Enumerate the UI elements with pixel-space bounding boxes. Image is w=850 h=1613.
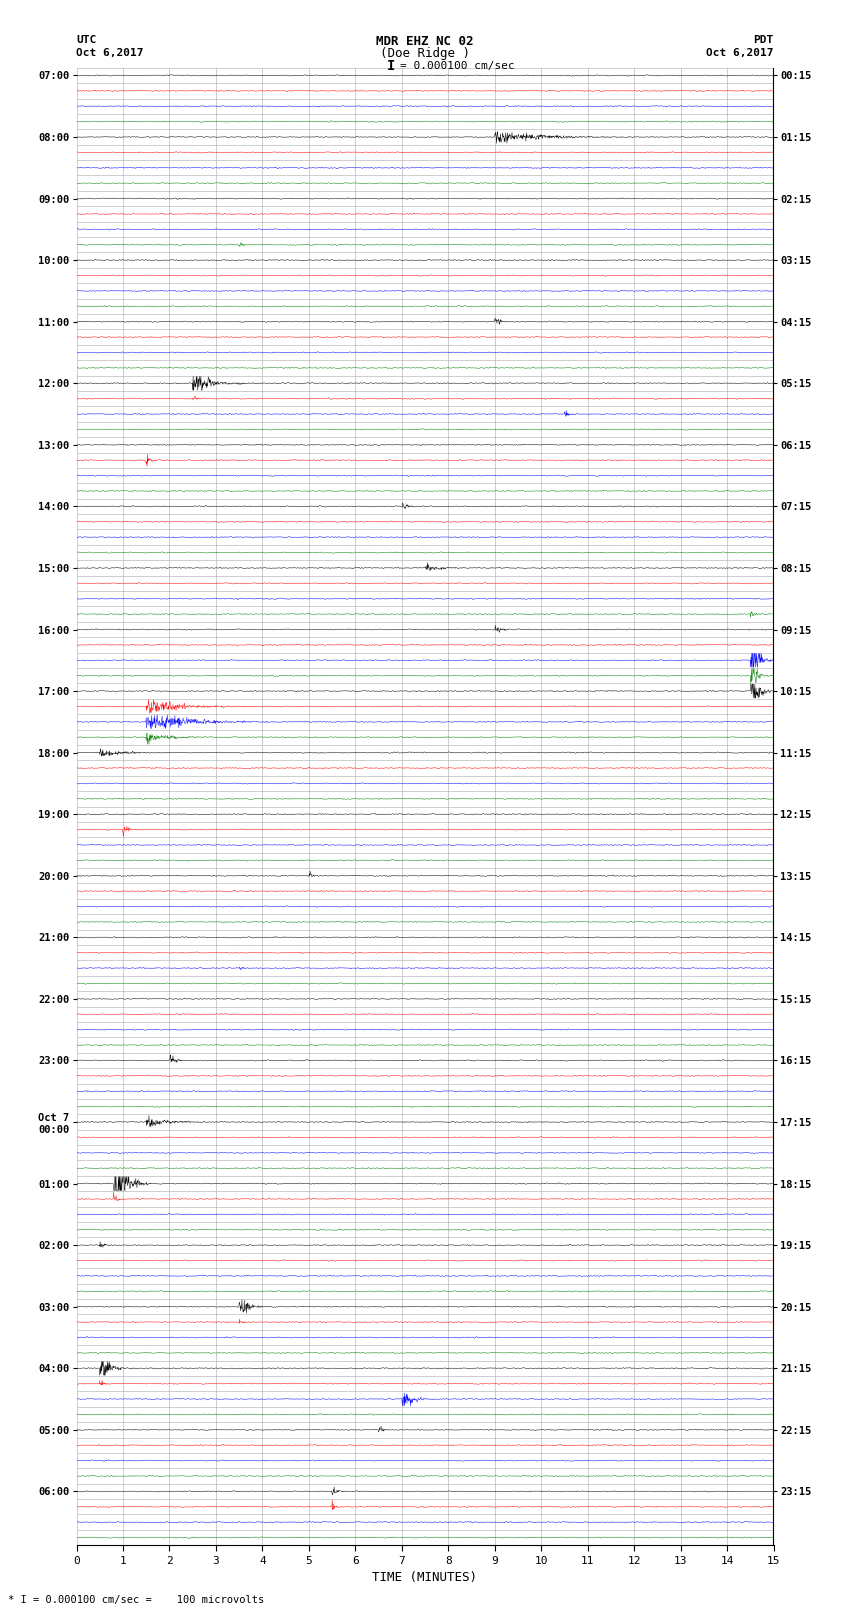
Text: UTC: UTC <box>76 35 97 45</box>
X-axis label: TIME (MINUTES): TIME (MINUTES) <box>372 1571 478 1584</box>
Text: = 0.000100 cm/sec: = 0.000100 cm/sec <box>400 61 514 71</box>
Text: (Doe Ridge ): (Doe Ridge ) <box>380 47 470 60</box>
Text: Oct 6,2017: Oct 6,2017 <box>706 48 774 58</box>
Text: MDR EHZ NC 02: MDR EHZ NC 02 <box>377 35 473 48</box>
Text: I: I <box>387 60 395 73</box>
Text: * I = 0.000100 cm/sec =    100 microvolts: * I = 0.000100 cm/sec = 100 microvolts <box>8 1595 264 1605</box>
Text: PDT: PDT <box>753 35 774 45</box>
Text: Oct 6,2017: Oct 6,2017 <box>76 48 144 58</box>
